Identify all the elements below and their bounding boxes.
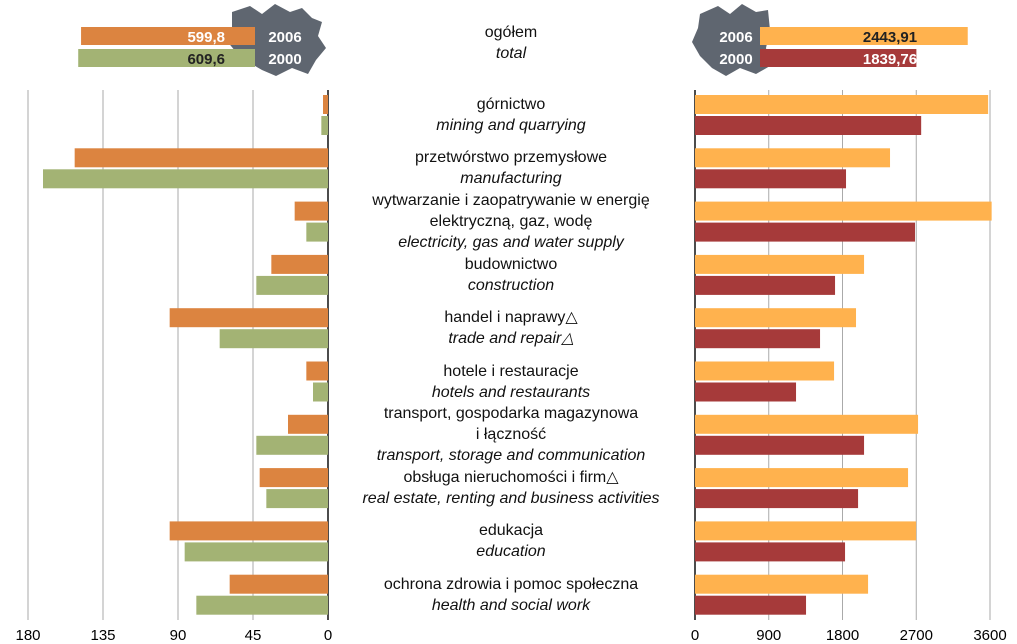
total-value-label: 1839,76 [863,51,917,68]
total-bar [78,49,255,67]
total-en: total [495,45,527,62]
bar [266,489,328,509]
bar [321,116,328,135]
category-label: hotele i restauracje hotels and restauran… [331,361,691,403]
bar [695,574,869,594]
category-label: górnictwo mining and quarrying [331,94,691,136]
total-label: ogółem total [331,22,691,64]
bar [695,435,865,455]
bar [323,95,328,114]
legend-year: 2006 [268,29,301,46]
category-pl: ochrona zdrowia i pomoc społeczna [383,575,639,593]
bar [695,148,891,168]
total-bar [760,49,917,67]
bar [695,308,857,328]
bar [695,521,917,541]
category-en: manufacturing [460,170,562,188]
category-pl: edukacja [478,522,544,540]
category-pl: handel i naprawy△ [444,309,578,327]
bar [256,435,328,455]
category-en: electricity, gas and water supply [398,234,624,252]
bar [294,201,328,221]
bar [695,116,922,135]
category-en: construction [467,276,555,294]
bar [196,595,328,615]
bar [695,542,846,562]
total-value-label: 609,6 [187,51,225,68]
x-tick-label: 0 [691,627,699,644]
bar [695,361,835,381]
bar [695,275,836,295]
bar [695,414,919,434]
bar [43,169,328,189]
x-tick-label: 3600 [973,627,1006,644]
category-pl: górnictwo [476,96,546,113]
total-pl: ogółem [484,24,538,41]
bar [695,201,992,221]
bar [695,254,865,274]
bar [256,275,328,295]
bar [271,254,328,274]
category-label: transport, gospodarka magazynowa i łączn… [331,403,691,466]
category-label: wytwarzanie i zaopatrywanie w energię el… [331,190,691,253]
bar [169,308,328,328]
bar [219,329,328,349]
category-en: health and social work [431,596,591,614]
bar [695,329,821,349]
bar [313,382,328,402]
total-bar [81,27,255,45]
bar [695,489,859,509]
bar [695,468,909,488]
category-label: handel i naprawy△ trade and repair△ [331,307,691,349]
total-bar [760,27,968,45]
bar [184,542,328,562]
category-pl: wytwarzanie i zaopatrywanie w energię el… [372,192,650,231]
x-tick-label: 2700 [900,627,933,644]
x-tick-label: 180 [15,627,40,644]
bar [229,574,328,594]
category-pl: przetwórstwo przemysłowe [414,149,608,167]
bar [169,521,328,541]
legend-year: 2000 [719,51,752,68]
legend-year: 2000 [268,51,301,68]
bar [306,361,328,381]
legend-year: 2006 [719,29,752,46]
category-en: trade and repair△ [448,330,574,348]
bar [695,382,797,402]
bar [259,468,328,488]
category-pl: transport, gospodarka magazynowa i łączn… [383,405,639,444]
bar [288,414,328,434]
x-tick-label: 90 [170,627,187,644]
category-label: przetwórstwo przemysłowe manufacturing [331,147,691,189]
category-label: ochrona zdrowia i pomoc społeczna health … [331,574,691,616]
x-tick-label: 135 [90,627,115,644]
category-en: real estate, renting and business activi… [362,490,660,508]
x-tick-label: 0 [324,627,332,644]
category-pl: obsługa nieruchomości i firm△ [403,469,619,487]
category-label: edukacja education [331,520,691,562]
category-en: transport, storage and communication [376,447,646,465]
category-label: budownictwo construction [331,254,691,296]
x-tick-label: 45 [245,627,262,644]
region-map [692,4,770,76]
bar [695,95,989,114]
category-pl: hotele i restauracje [443,362,579,380]
bar [695,169,847,189]
category-label: obsługa nieruchomości i firm△ real estate… [331,467,691,509]
bar [74,148,329,168]
x-tick-label: 900 [756,627,781,644]
bar [695,222,916,242]
total-value-label: 2443,91 [863,29,917,46]
category-en: hotels and restaurants [431,383,591,401]
bar [306,222,328,242]
total-value-label: 599,8 [187,29,225,46]
x-tick-label: 1800 [826,627,859,644]
category-en: mining and quarrying [436,117,586,134]
bar [695,595,807,615]
category-pl: budownictwo [464,255,558,273]
category-en: education [476,543,546,561]
